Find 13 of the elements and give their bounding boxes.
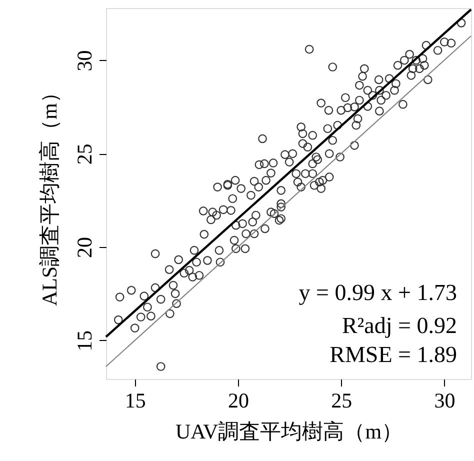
annotation: RMSE = 1.89 [330,342,457,367]
x-tick-label: 30 [434,388,456,412]
y-tick-label: 30 [72,50,96,72]
x-axis-title: UAV調査平均樹高（m） [175,420,403,444]
annotation: R²adj = 0.92 [342,313,457,338]
x-tick-label: 25 [331,388,352,412]
y-tick-label: 25 [72,144,96,165]
y-tick-label: 15 [72,330,96,352]
x-tick-label: 15 [124,388,146,412]
x-tick-label: 20 [228,388,249,412]
y-axis-title: ALS調査平均樹高（m） [38,82,62,306]
annotation: y = 0.99 x + 1.73 [298,280,457,305]
y-tick-label: 20 [72,236,96,258]
